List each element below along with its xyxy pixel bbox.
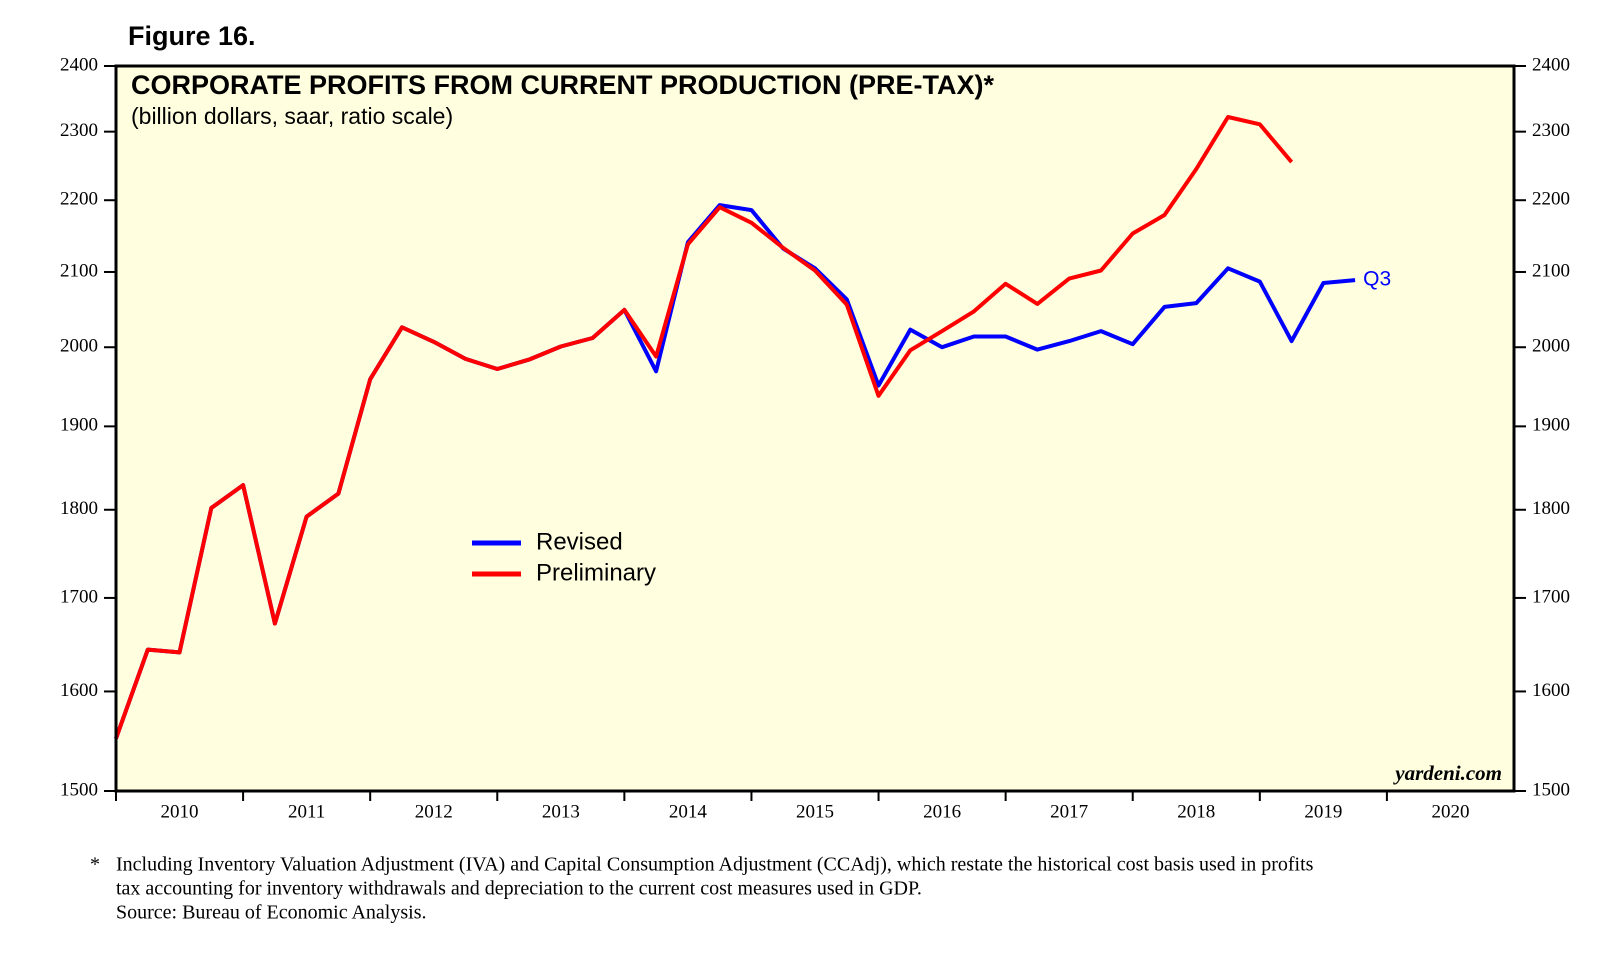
plot-background — [116, 66, 1514, 791]
x-tick-label: 2020 — [1431, 801, 1469, 822]
y-tick-label: 2200 — [1532, 189, 1570, 210]
watermark: yardeni.com — [1392, 761, 1502, 785]
x-tick-label: 2012 — [415, 801, 453, 822]
plot-frame — [114, 64, 1516, 793]
y-tick-label: 1900 — [60, 415, 98, 436]
y-tick-label: 2200 — [60, 189, 98, 210]
x-tick-label: 2019 — [1304, 801, 1342, 822]
chart-subtitle: (billion dollars, saar, ratio scale) — [131, 103, 453, 129]
chart-title: CORPORATE PROFITS FROM CURRENT PRODUCTIO… — [131, 70, 994, 100]
series-line — [114, 115, 1294, 740]
y-tick-label: 1700 — [1532, 586, 1570, 607]
y-tick-label: 2100 — [1532, 260, 1570, 281]
y-tick-label: 2400 — [60, 54, 98, 75]
y-tick-label: 1600 — [60, 680, 98, 701]
x-tick-label: 2011 — [288, 801, 325, 822]
x-tick-label: 2013 — [542, 801, 580, 822]
x-tick-label: 2016 — [923, 801, 961, 822]
x-tick-label: 2018 — [1177, 801, 1215, 822]
y-tick-label: 1500 — [60, 779, 98, 800]
y-tick-label: 1800 — [1532, 498, 1570, 519]
figure-label: Figure 16. — [128, 21, 256, 51]
x-tick-label: 2015 — [796, 801, 834, 822]
footnote: Including Inventory Valuation Adjustment… — [116, 854, 1314, 876]
footnote: tax accounting for inventory withdrawals… — [116, 878, 922, 900]
y-tick-label: 2100 — [60, 260, 98, 281]
legend-label: Revised — [536, 528, 623, 555]
legend-label: Preliminary — [536, 559, 656, 586]
annotation: Q3 — [1363, 268, 1391, 291]
y-tick-label: 1500 — [1532, 779, 1570, 800]
y-tick-label: 2300 — [1532, 120, 1570, 141]
y-tick-label: 2300 — [60, 120, 98, 141]
y-tick-label: 1800 — [60, 498, 98, 519]
footnote: Source: Bureau of Economic Analysis. — [116, 902, 427, 924]
footnote-marker: * — [90, 854, 100, 876]
y-tick-label: 1900 — [1532, 415, 1570, 436]
y-tick-label: 2400 — [1532, 54, 1570, 75]
y-tick-label: 2000 — [1532, 336, 1570, 357]
y-tick-label: 1600 — [1532, 680, 1570, 701]
x-tick-label: 2010 — [161, 801, 199, 822]
y-tick-label: 2000 — [60, 336, 98, 357]
y-tick-label: 1700 — [60, 586, 98, 607]
x-tick-label: 2017 — [1050, 801, 1088, 822]
x-tick-label: 2014 — [669, 801, 708, 822]
